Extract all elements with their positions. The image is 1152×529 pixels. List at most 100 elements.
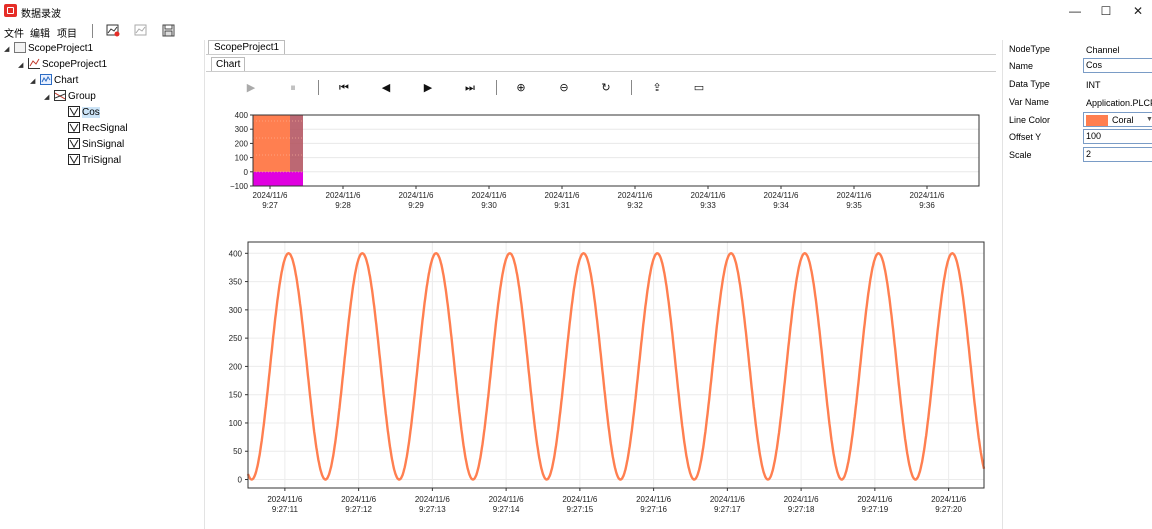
minimize-button[interactable]: — <box>1069 4 1081 18</box>
folder-icon <box>14 42 26 53</box>
cos-series-line <box>246 252 986 481</box>
toolbar-separator <box>496 80 497 95</box>
overview-x-axis: 2024/11/69:272024/11/69:282024/11/69:292… <box>253 186 946 210</box>
x-tick-label: 9:36 <box>919 201 935 210</box>
y-tick-label: 200 <box>235 139 249 148</box>
x-tick-label: 2024/11/6 <box>341 495 377 504</box>
overview-grid <box>253 128 979 173</box>
tree-item-trisignal[interactable]: TriSignal <box>68 153 121 169</box>
menu-edit[interactable]: 编辑 <box>30 29 50 40</box>
tree-item-cos[interactable]: Cos <box>68 105 100 121</box>
x-tick-label: 2024/11/6 <box>857 495 893 504</box>
reset-zoom-button[interactable]: ↻ <box>601 82 611 94</box>
x-tick-label: 9:34 <box>773 201 789 210</box>
overview-plot-frame <box>252 114 980 187</box>
signal-icon <box>68 154 80 165</box>
collapse-arrow-icon[interactable]: ◢ <box>18 62 24 69</box>
zoom-out-button[interactable]: ⊖ <box>559 82 569 94</box>
zoom-in-button[interactable]: ⊕ <box>516 82 526 94</box>
chart-icon <box>40 74 52 85</box>
toolbar-separator <box>318 80 319 95</box>
x-tick-label: 2024/11/6 <box>253 191 289 200</box>
prop-row-varname: Var Name Application.PLCPRG <box>1003 93 1152 111</box>
play-button[interactable]: ▶ <box>246 82 256 94</box>
x-tick-label: 9:27:13 <box>419 505 446 514</box>
chevron-down-icon: ▼ <box>1146 113 1152 126</box>
x-tick-label: 9:27:18 <box>788 505 815 514</box>
prop-value-datatype: INT <box>1086 80 1101 90</box>
tree-item-sinsignal[interactable]: SinSignal <box>68 137 124 153</box>
new-chart-icon[interactable] <box>106 24 120 37</box>
step-back-button[interactable]: ◀ <box>381 82 391 94</box>
offset-y-field[interactable]: 100 <box>1083 129 1152 144</box>
toolbar-separator <box>631 80 632 95</box>
x-tick-label: 9:28 <box>335 201 351 210</box>
group-icon <box>54 90 66 101</box>
prop-key: Line Color <box>1009 115 1051 125</box>
collapse-arrow-icon[interactable]: ◢ <box>30 78 36 85</box>
y-tick-label: 50 <box>233 447 242 456</box>
tree-item-project[interactable]: ◢ ScopeProject1 <box>18 57 107 73</box>
tab-divider <box>206 54 996 55</box>
name-field[interactable]: Cos <box>1083 58 1152 73</box>
jump-end-button[interactable]: ⏭ <box>465 82 475 94</box>
x-tick-label: 2024/11/6 <box>472 191 508 200</box>
tab-scopeproject[interactable]: ScopeProject1 <box>208 40 286 55</box>
maximize-button[interactable]: ☐ <box>1100 4 1112 18</box>
prop-key: Scale <box>1009 150 1032 160</box>
save-icon[interactable] <box>162 24 176 37</box>
prop-key: Offset Y <box>1009 132 1042 142</box>
y-tick-label: 0 <box>244 168 249 177</box>
scale-field[interactable]: 2 <box>1083 147 1152 162</box>
tree-item-group[interactable]: ◢ Group <box>44 89 96 105</box>
overview-marks <box>253 115 303 186</box>
y-tick-label: 350 <box>229 278 243 287</box>
y-tick-label: 150 <box>229 391 243 400</box>
step-forward-button[interactable]: ▶ <box>423 82 433 94</box>
x-tick-label: 2024/11/6 <box>636 495 672 504</box>
x-tick-label: 9:29 <box>408 201 424 210</box>
tree-item-root[interactable]: ◢ ScopeProject1 <box>4 41 93 57</box>
menu-file[interactable]: 文件 <box>4 29 24 40</box>
overview-dark-band <box>290 115 303 172</box>
x-tick-label: 2024/11/6 <box>489 495 525 504</box>
close-button[interactable]: ✕ <box>1132 4 1144 18</box>
main-series <box>246 252 986 481</box>
x-tick-label: 2024/11/6 <box>545 191 581 200</box>
export-button[interactable]: ⇪ <box>652 82 662 94</box>
main-y-axis: 0 50 100 150 200 250 300 350 400 <box>229 249 248 485</box>
signal-icon <box>68 122 80 133</box>
main-x-axis: 2024/11/69:27:112024/11/69:27:122024/11/… <box>267 488 967 514</box>
line-color-select[interactable]: Coral ▼ <box>1083 112 1152 127</box>
app-icon <box>4 4 17 17</box>
open-folder-button[interactable]: ▭ <box>693 82 705 94</box>
y-tick-label: 300 <box>229 306 243 315</box>
jump-start-button[interactable]: ⏮ <box>339 82 349 94</box>
collapse-arrow-icon[interactable]: ◢ <box>4 46 10 53</box>
x-tick-label: 2024/11/6 <box>326 191 362 200</box>
x-tick-label: 9:30 <box>481 201 497 210</box>
prop-row-datatype: Data Type INT <box>1003 75 1152 93</box>
project-icon <box>28 58 40 69</box>
x-tick-label: 9:35 <box>846 201 862 210</box>
x-tick-label: 2024/11/6 <box>618 191 654 200</box>
prop-key: Var Name <box>1009 97 1049 107</box>
x-tick-label: 9:27:19 <box>862 505 889 514</box>
collapse-arrow-icon[interactable]: ◢ <box>44 94 50 101</box>
overview-coral-band <box>253 115 290 172</box>
x-tick-label: 2024/11/6 <box>415 495 451 504</box>
chart-settings-icon[interactable] <box>134 24 148 37</box>
x-tick-label: 2024/11/6 <box>784 495 820 504</box>
overview-magenta-band <box>253 171 303 186</box>
x-tick-label: 2024/11/6 <box>764 191 800 200</box>
pause-button[interactable]: ⏸ <box>290 82 296 94</box>
tree-item-recsignal[interactable]: RecSignal <box>68 121 128 137</box>
tab-chart[interactable]: Chart <box>211 57 246 72</box>
color-name: Coral <box>1112 115 1134 125</box>
tree-item-chart[interactable]: ◢ Chart <box>30 73 78 89</box>
menu-project[interactable]: 项目 <box>57 29 77 40</box>
menu-bar: 文件 编辑 项目 <box>0 22 1152 40</box>
x-tick-label: 2024/11/6 <box>910 191 946 200</box>
